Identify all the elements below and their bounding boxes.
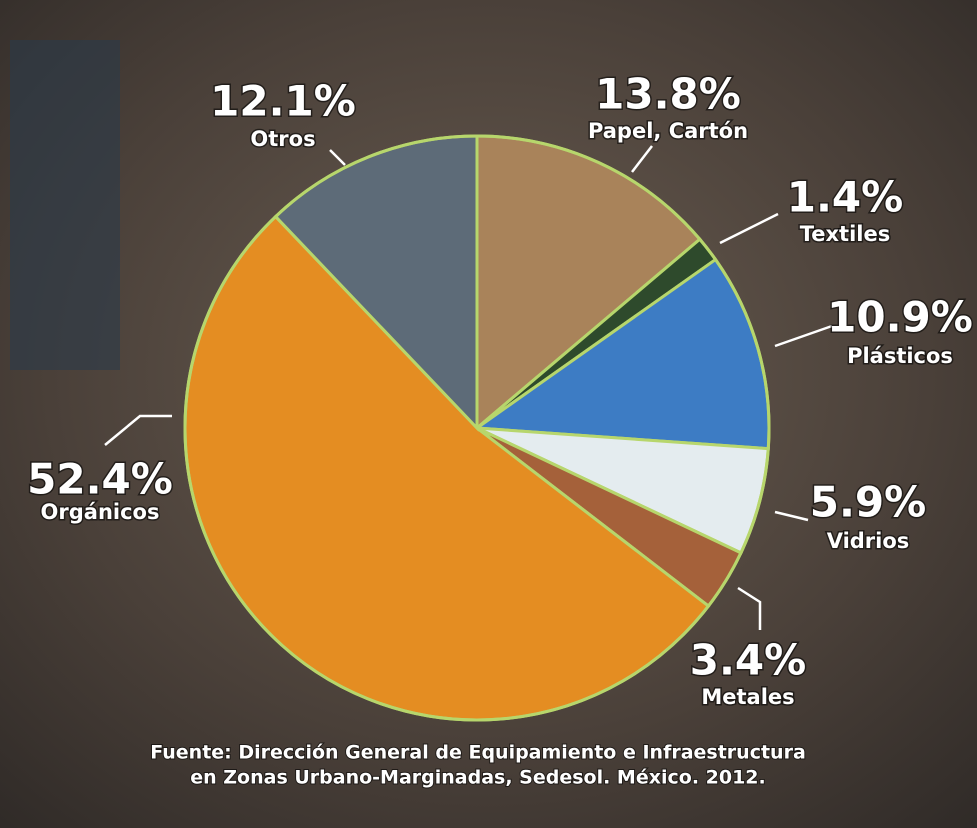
category-label: Textiles — [800, 222, 891, 246]
category-label: Papel, Cartón — [588, 119, 748, 143]
leader-line — [719, 212, 779, 245]
leader-line — [631, 145, 653, 173]
value-label: 12.1% — [210, 77, 356, 126]
leader-line — [104, 414, 172, 446]
category-label: Plásticos — [847, 344, 953, 368]
category-label: Vidrios — [827, 529, 910, 553]
category-label: Otros — [250, 127, 315, 151]
pie — [183, 134, 771, 722]
source-line: en Zonas Urbano-Marginadas, Sedesol. Méx… — [190, 767, 766, 789]
value-label: 1.4% — [787, 173, 903, 222]
pie-border — [183, 134, 771, 722]
leader-line — [774, 510, 809, 522]
background-shape — [10, 40, 120, 370]
labels: 13.8%Papel, Cartón 1.4%Textiles 10.9%Plást… — [26, 68, 975, 711]
value-label: 3.4% — [690, 636, 806, 685]
category-label: Metales — [701, 685, 794, 709]
value-label: 5.9% — [810, 478, 926, 527]
value-label: 52.4% — [27, 455, 173, 504]
leader-line — [329, 149, 346, 166]
category-label: Orgánicos — [41, 500, 160, 524]
leader-line — [737, 586, 762, 630]
leader-line — [774, 324, 833, 348]
value-label: 13.8% — [595, 70, 741, 119]
value-label: 10.9% — [827, 293, 973, 342]
source-line: Fuente: Dirección General de Equipamient… — [150, 742, 806, 764]
